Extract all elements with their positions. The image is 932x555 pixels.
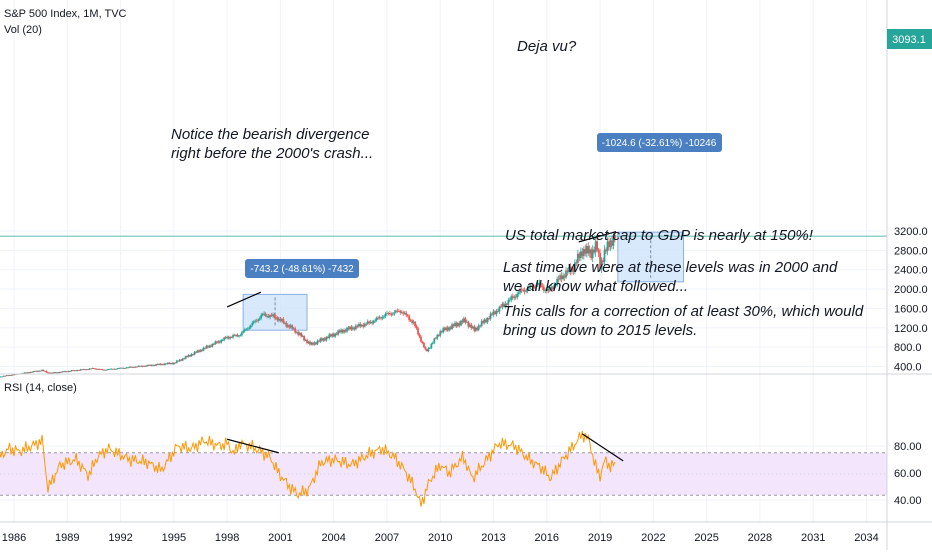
- projected-measure-label: -1024.6 (-32.61%) -10246: [602, 138, 717, 149]
- time-tick-label: 2028: [748, 532, 772, 544]
- time-tick-label: 2010: [428, 532, 452, 544]
- correction-note-line-1: This calls for a correction of at least …: [503, 302, 863, 321]
- time-axis[interactable]: 1986 1989 1992 1995 1998 2001 2004 2007 2010 2013…: [2, 532, 879, 544]
- correction-note-line-2: bring us down to 2015 levels.: [503, 321, 697, 340]
- candle-body: [248, 327, 250, 328]
- time-tick-label: 1992: [108, 532, 132, 544]
- price-tick-label: 2400.0: [894, 265, 928, 277]
- candle-body: [373, 321, 375, 323]
- candle-body: [1, 377, 3, 378]
- candle-body: [385, 314, 387, 316]
- candle-body: [419, 334, 421, 337]
- time-tick-label: 1995: [162, 532, 186, 544]
- candle-body: [251, 323, 253, 325]
- time-tick-label: 2007: [375, 532, 399, 544]
- rsi-tick-label: 60.00: [894, 468, 922, 480]
- candle-body: [598, 250, 600, 253]
- price-tick-label: 800.0: [894, 342, 922, 354]
- rsi-legend[interactable]: RSI (14, close): [4, 382, 77, 394]
- candle-body: [392, 314, 394, 315]
- price-tick-label: 1200.0: [894, 323, 928, 335]
- candle-body: [408, 316, 410, 320]
- time-tick-label: 2034: [854, 532, 878, 544]
- time-tick-label: 2025: [694, 532, 718, 544]
- time-tick-label: 1989: [55, 532, 79, 544]
- candle-body: [241, 332, 243, 335]
- candle-body: [416, 326, 418, 328]
- last-price-label: 3093.1: [892, 34, 926, 46]
- crash-note-line-2: right before the 2000's crash...: [171, 144, 373, 163]
- price-tick-label: 400.0: [894, 362, 922, 374]
- candle-body: [247, 329, 249, 330]
- candle-body: [282, 319, 284, 323]
- price-tick-label: 2800.0: [894, 245, 928, 257]
- time-tick-label: 1998: [215, 532, 239, 544]
- candle-body: [222, 340, 224, 341]
- levels-note-line-2: we all know what followed...: [503, 277, 688, 296]
- candle-body: [46, 371, 48, 373]
- candle-body: [509, 300, 511, 301]
- price-tick-label: 2000.0: [894, 284, 928, 296]
- time-tick-label: 2001: [268, 532, 292, 544]
- candle-body: [383, 316, 385, 317]
- price-axis[interactable]: 400.0 800.0 1200.0 1600.0 2000.0 2400.0 2800.0…: [894, 226, 928, 374]
- candle-body: [465, 318, 467, 322]
- time-tick-label: 2004: [321, 532, 345, 544]
- candle-body: [430, 344, 432, 348]
- candle-body: [405, 313, 407, 315]
- candle-body: [422, 342, 424, 343]
- gdp-note: US total market cap to GDP is nearly at …: [505, 226, 813, 245]
- candle-body: [382, 317, 384, 318]
- rsi-axis[interactable]: 40.00 60.00 80.00: [894, 441, 922, 507]
- candle-body: [417, 328, 419, 334]
- candle-body: [389, 313, 391, 314]
- candle-body: [240, 335, 242, 336]
- candle-body: [374, 320, 376, 321]
- candle-body: [291, 325, 293, 328]
- candle-body: [174, 363, 176, 364]
- time-tick-label: 2016: [535, 532, 559, 544]
- candle-body: [423, 343, 425, 347]
- time-tick-label: 2013: [481, 532, 505, 544]
- dotcom-measure-label: -743.2 (-48.61%) -7432: [250, 264, 354, 275]
- time-tick-label: 1986: [2, 532, 26, 544]
- candle-body: [136, 367, 138, 368]
- levels-note-line-1: Last time we were at these levels was in…: [503, 258, 837, 277]
- candle-body: [274, 314, 276, 317]
- candle-body: [425, 347, 427, 349]
- time-tick-label: 2031: [801, 532, 825, 544]
- rsi-tick-label: 80.00: [894, 441, 922, 453]
- candle-body: [250, 325, 252, 327]
- candle-body: [407, 315, 409, 316]
- candle-body: [245, 329, 247, 330]
- candle-body: [243, 331, 245, 332]
- rsi-tick-label: 40.00: [894, 495, 922, 507]
- candle-body: [260, 315, 262, 318]
- candle-body: [414, 322, 416, 326]
- candle-body: [259, 318, 261, 319]
- candle-body: [303, 336, 305, 340]
- candle-body: [43, 370, 45, 371]
- price-tick-label: 1600.0: [894, 303, 928, 315]
- candle-body: [257, 320, 259, 321]
- candle-body: [420, 337, 422, 342]
- time-tick-label: 2022: [641, 532, 665, 544]
- candle-body: [300, 333, 302, 336]
- candle-body: [429, 348, 431, 349]
- candle-body: [435, 338, 437, 339]
- symbol-legend[interactable]: S&P 500 Index, 1M, TVC: [4, 8, 127, 20]
- time-tick-label: 2019: [588, 532, 612, 544]
- candle-body: [393, 312, 395, 313]
- deja-vu-note: Deja vu?: [517, 37, 576, 56]
- candle-body: [432, 343, 434, 344]
- price-tick-label: 3200.0: [894, 226, 928, 238]
- volume-legend[interactable]: Vol (20): [4, 24, 42, 36]
- crash-note-line-1: Notice the bearish divergence: [171, 125, 369, 144]
- candle-body: [265, 314, 267, 316]
- candle-body: [253, 322, 255, 323]
